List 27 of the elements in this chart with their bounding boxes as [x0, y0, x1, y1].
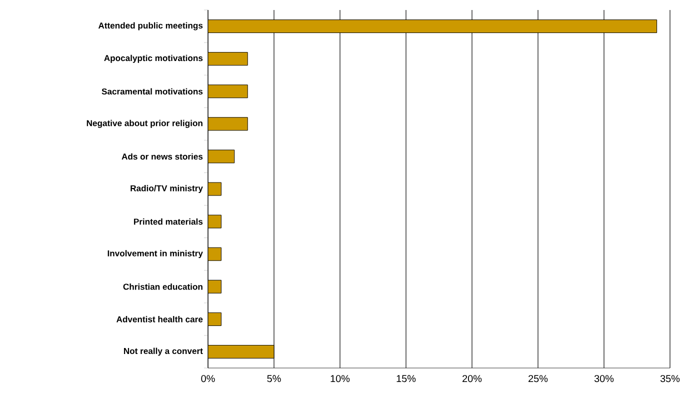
x-tick-label: 20% — [462, 375, 482, 382]
bar — [208, 84, 248, 98]
y-tick-label: Radio/TV ministry — [130, 185, 203, 193]
y-tick-label: Sacramental motivations — [102, 88, 203, 95]
bar — [208, 280, 222, 294]
y-tick-label: Apocalyptic motivations — [104, 54, 203, 63]
bar — [208, 344, 274, 358]
y-tick-label: Christian education — [123, 284, 202, 290]
bar — [208, 117, 248, 131]
x-tick-label: 30% — [594, 375, 614, 382]
x-tick-label: 15% — [396, 375, 416, 382]
x-tick-label: 25% — [528, 375, 548, 382]
y-tick-label: Attended public meetings — [98, 22, 203, 30]
y-tick-label: Adventist health care — [116, 316, 203, 322]
x-tick-label: 5% — [267, 375, 281, 382]
x-tick-label: 10% — [330, 375, 350, 382]
bar — [208, 248, 222, 261]
y-tick-label: Involvement in ministry — [108, 250, 203, 258]
y-tick-label: Not really a convert — [124, 348, 203, 356]
x-tick-label: 0% — [201, 375, 215, 382]
y-tick-label: Printed materials — [134, 218, 203, 225]
bar — [208, 20, 658, 34]
bar — [208, 52, 248, 66]
y-tick-label: Ads or news stories — [122, 153, 203, 160]
x-tick-label: 35% — [660, 375, 680, 382]
y-tick-label: Negative about prior religion — [86, 120, 202, 128]
bar — [208, 312, 222, 326]
